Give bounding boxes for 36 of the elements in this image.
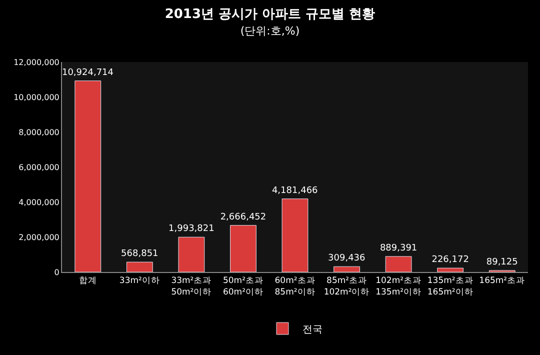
y-tick-label: 2,000,000 [18, 232, 60, 242]
legend-label: 전국 [302, 324, 322, 336]
x-tick-label: 33m²이하 [119, 276, 160, 286]
bar [178, 236, 205, 272]
y-tick-label: 12,000,000 [14, 58, 60, 67]
y-tick-label: 6,000,000 [18, 162, 60, 172]
text: 1,993,821 [168, 224, 214, 234]
x-tick-label: 135m²초과 165m²이하 [427, 276, 474, 298]
x-tick-label: 60m²초과 85m²이하 [274, 276, 316, 298]
x-tick-label: 50m²초과 60m²이하 [222, 276, 264, 298]
bar [385, 256, 412, 272]
y-tick-label: 8,000,000 [18, 128, 60, 137]
x-tick-label: 합계 [78, 276, 97, 286]
bar [74, 80, 102, 272]
text: 4,181,466 [272, 186, 318, 196]
bar [230, 225, 256, 272]
bar [282, 198, 308, 272]
chart-title: 2013년 공시가 아파트 규모별 현황 [164, 6, 376, 22]
text: 889,391 [380, 243, 418, 254]
bar [126, 262, 153, 272]
y-tick-label: 4,000,000 [18, 198, 60, 207]
bar [334, 266, 360, 272]
text: 309,436 [328, 254, 366, 264]
chart-subtitle: (단위:호,%) [240, 24, 300, 38]
bar [437, 268, 464, 272]
text: 568,851 [121, 249, 158, 260]
y-tick-label: 0 [54, 268, 60, 277]
x-tick-label: 33m²초과 50m²이하 [171, 276, 212, 298]
x-tick-label: 85m²초과 102m²이하 [324, 276, 370, 298]
text: 10,924,714 [62, 68, 114, 78]
text: 2,666,452 [220, 212, 266, 222]
x-tick-label: 102m²초과 135m²이하 [376, 276, 422, 298]
text: 226,172 [432, 255, 469, 266]
text: 89,125 [486, 257, 518, 268]
y-tick-label: 10,000,000 [14, 92, 60, 102]
x-tick-label: 165m²초과 [479, 276, 526, 286]
